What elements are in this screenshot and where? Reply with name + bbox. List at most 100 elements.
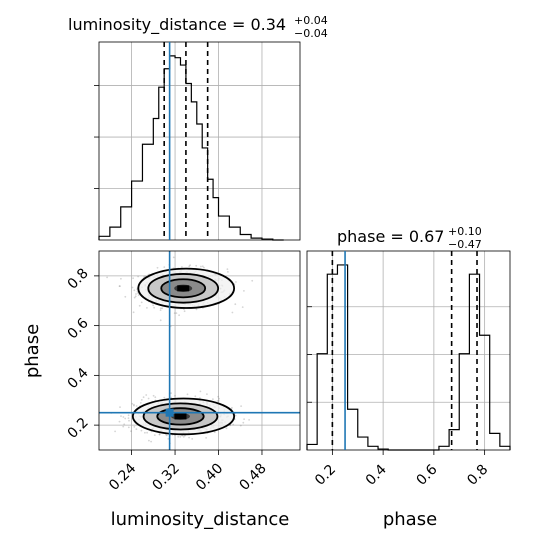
scatter-point xyxy=(93,414,95,416)
scatter-point xyxy=(199,397,201,399)
phase-title: phase = 0.67 xyxy=(337,227,444,246)
contour-line xyxy=(160,278,207,299)
scatter-point xyxy=(133,426,136,428)
scatter-point xyxy=(231,311,234,314)
scatter-point xyxy=(183,310,186,313)
scatter-point xyxy=(118,420,121,423)
scatter-point xyxy=(133,404,135,407)
scatter-point xyxy=(150,440,153,443)
scatter-point xyxy=(203,266,205,269)
x-axis-label-phase: phase xyxy=(383,509,437,530)
scatter-point xyxy=(132,311,135,314)
scatter-point xyxy=(159,319,162,322)
scatter-point xyxy=(242,421,245,424)
scatter-point xyxy=(179,436,182,438)
scatter-point xyxy=(206,393,208,395)
phase-hist-xtick-label: 0.4 xyxy=(363,462,390,489)
scatter-point xyxy=(140,429,143,432)
scatter-point xyxy=(212,398,214,400)
scatter-point xyxy=(200,265,202,268)
scatter-point xyxy=(128,419,130,422)
scatter-point xyxy=(147,397,150,400)
contour-peak xyxy=(177,285,190,292)
y-axis-label-phase: phase xyxy=(22,324,43,378)
scatter-point xyxy=(227,271,229,273)
scatter-contents xyxy=(93,251,300,450)
scatter-point xyxy=(154,396,157,399)
scatter-point xyxy=(240,405,243,407)
scatter-xtick-label: 0.24 xyxy=(106,460,139,493)
scatter-ytick-label: 0.4 xyxy=(65,365,92,392)
phase-title-plus: +0.10 xyxy=(448,225,482,238)
contour-line xyxy=(147,273,220,304)
scatter-point xyxy=(199,390,202,393)
scatter-point xyxy=(232,423,235,426)
scatter-frame xyxy=(98,250,301,451)
scatter-point xyxy=(133,289,136,292)
lum-dist-title-minus: −0.04 xyxy=(294,27,328,40)
scatter-point xyxy=(182,436,185,438)
scatter-point xyxy=(175,312,178,314)
scatter-point xyxy=(231,406,233,409)
scatter-point xyxy=(178,314,181,317)
scatter-point xyxy=(226,268,229,271)
contour-line xyxy=(131,397,236,436)
scatter-point xyxy=(152,304,155,307)
scatter-point xyxy=(188,265,191,268)
scatter-point xyxy=(159,309,162,311)
scatter-point xyxy=(146,307,148,309)
scatter-point xyxy=(243,418,246,420)
scatter-point xyxy=(213,431,216,434)
scatter-ytick-label: 0.6 xyxy=(65,315,92,342)
scatter-point xyxy=(235,281,237,283)
scatter-point xyxy=(119,285,121,287)
scatter-point xyxy=(163,396,166,399)
scatter-point xyxy=(124,417,127,420)
phase-hist-xtick-label: 0.2 xyxy=(312,462,339,489)
scatter-point xyxy=(133,403,135,406)
scatter-point xyxy=(225,427,228,430)
scatter-point xyxy=(234,414,237,417)
scatter-point xyxy=(106,276,108,279)
scatter-point xyxy=(137,275,140,278)
scatter-point xyxy=(135,293,137,295)
scatter-point xyxy=(122,425,125,428)
scatter-point xyxy=(177,435,180,438)
scatter-truth-marker xyxy=(165,408,174,417)
scatter-point xyxy=(243,290,245,292)
scatter-point xyxy=(144,431,146,434)
scatter-point xyxy=(131,402,134,405)
scatter-point xyxy=(130,430,132,433)
scatter-point xyxy=(165,434,168,437)
scatter-point xyxy=(216,400,219,402)
scatter-point xyxy=(251,279,254,282)
scatter-point xyxy=(217,399,220,402)
scatter-point xyxy=(189,264,192,267)
lum-hist-step xyxy=(98,55,284,241)
scatter-point xyxy=(114,430,116,433)
scatter-point xyxy=(132,277,135,280)
scatter-point xyxy=(156,266,159,269)
scatter-xtick-label: 0.48 xyxy=(236,460,269,493)
scatter-point xyxy=(188,436,191,439)
scatter-point xyxy=(134,295,137,298)
scatter-point xyxy=(239,424,242,427)
scatter-point xyxy=(127,414,130,417)
luminosity-distance-phase-2d-panel: 0.24 0.32 0.40 0.48 0.2 0.4 0.6 0.8 xyxy=(65,250,301,494)
scatter-point xyxy=(205,437,208,439)
scatter-ytick-label: 0.8 xyxy=(65,266,92,293)
scatter-point xyxy=(122,416,125,418)
scatter-point xyxy=(181,266,183,268)
scatter-point xyxy=(170,392,172,394)
scatter-point xyxy=(145,394,148,396)
scatter-point xyxy=(138,304,141,307)
scatter-point xyxy=(127,426,130,429)
contour-line xyxy=(137,267,236,309)
contour-peak xyxy=(174,413,187,420)
scatter-point xyxy=(201,265,204,268)
phase-title-minus: −0.47 xyxy=(448,238,482,251)
scatter-point xyxy=(173,312,176,314)
lum-dist-title-plus: +0.04 xyxy=(294,14,328,27)
scatter-point xyxy=(170,396,173,399)
